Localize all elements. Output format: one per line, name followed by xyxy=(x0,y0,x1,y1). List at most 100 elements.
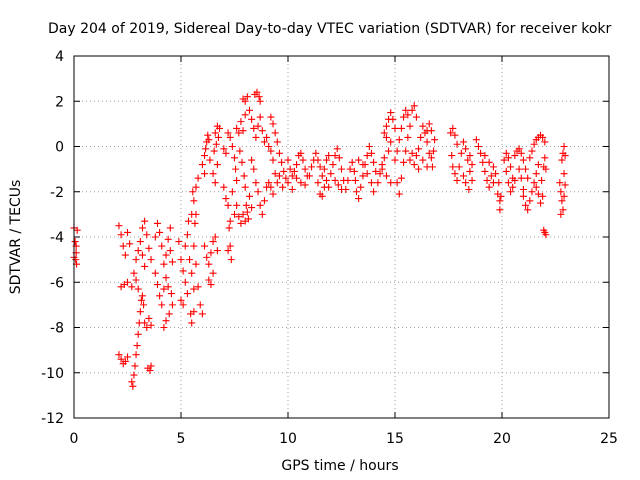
data-point xyxy=(228,188,236,196)
data-point xyxy=(316,163,324,171)
data-point xyxy=(395,136,403,144)
data-point xyxy=(260,138,268,146)
data-point xyxy=(124,278,131,286)
data-point xyxy=(275,149,283,157)
data-point xyxy=(194,174,202,182)
data-point xyxy=(158,301,166,309)
data-point xyxy=(179,267,187,275)
data-point xyxy=(397,124,405,132)
data-point xyxy=(265,143,273,150)
data-point xyxy=(153,219,161,227)
data-point xyxy=(335,154,343,162)
data-point xyxy=(382,122,390,130)
data-point xyxy=(534,190,542,198)
data-point xyxy=(280,167,288,175)
y-tick-label: -12 xyxy=(41,411,64,427)
data-point xyxy=(408,106,416,114)
data-point xyxy=(239,127,247,135)
data-point xyxy=(539,133,547,141)
data-point xyxy=(389,115,397,123)
data-point xyxy=(376,170,384,178)
data-point xyxy=(177,296,185,304)
data-point xyxy=(329,161,337,169)
data-point xyxy=(201,152,209,160)
data-point xyxy=(301,181,309,189)
data-point xyxy=(519,185,527,193)
data-point xyxy=(406,156,414,164)
data-point xyxy=(271,129,279,137)
y-tick-label: -10 xyxy=(41,366,64,382)
data-point xyxy=(179,301,187,309)
data-point xyxy=(500,156,508,164)
data-point xyxy=(141,319,149,327)
data-point xyxy=(402,147,410,155)
data-point xyxy=(502,149,510,157)
data-point xyxy=(397,174,405,182)
data-point xyxy=(367,179,375,187)
data-point xyxy=(209,238,217,246)
data-point xyxy=(267,113,275,121)
data-point xyxy=(288,185,296,193)
data-point xyxy=(237,219,245,227)
data-point xyxy=(539,192,547,200)
data-point xyxy=(235,129,243,137)
data-point xyxy=(158,242,166,250)
data-point xyxy=(256,201,264,209)
data-point xyxy=(263,133,271,141)
data-point xyxy=(198,310,206,318)
data-point xyxy=(273,179,281,187)
data-point xyxy=(129,382,137,390)
data-point xyxy=(541,154,549,162)
data-point xyxy=(431,136,439,144)
data-point xyxy=(370,188,378,196)
data-point xyxy=(404,111,412,119)
data-point xyxy=(181,242,189,250)
data-point xyxy=(284,179,292,187)
data-point xyxy=(168,301,176,309)
data-point xyxy=(561,152,569,160)
data-point xyxy=(560,143,568,150)
data-point xyxy=(175,238,183,246)
data-point xyxy=(522,201,530,209)
data-point xyxy=(136,308,144,316)
data-point xyxy=(509,183,517,191)
data-point xyxy=(462,145,470,153)
data-point xyxy=(258,127,266,135)
data-point xyxy=(301,165,309,173)
data-point xyxy=(267,147,275,155)
data-point xyxy=(410,102,418,110)
data-point xyxy=(213,247,221,255)
data-point xyxy=(256,97,264,105)
data-point xyxy=(534,161,542,169)
data-point xyxy=(147,256,155,264)
data-point xyxy=(141,262,149,270)
data-point xyxy=(485,158,493,166)
data-point xyxy=(427,154,435,162)
data-point xyxy=(297,149,305,157)
data-point xyxy=(260,197,268,205)
y-tick-label: -6 xyxy=(50,275,64,291)
data-point xyxy=(265,179,273,187)
data-point xyxy=(355,195,363,203)
data-point xyxy=(333,145,341,153)
data-point xyxy=(227,256,235,264)
data-point xyxy=(126,240,134,248)
data-point xyxy=(151,269,159,277)
data-point xyxy=(211,179,219,187)
data-point xyxy=(153,281,161,289)
data-point xyxy=(222,149,230,157)
data-point xyxy=(472,136,480,144)
data-point xyxy=(201,242,209,250)
y-tick-label: 0 xyxy=(55,140,64,156)
data-point xyxy=(359,172,367,180)
data-point xyxy=(459,138,467,146)
data-point xyxy=(132,256,140,264)
data-point xyxy=(357,183,365,191)
data-point xyxy=(451,131,459,139)
data-point xyxy=(243,208,251,216)
x-tick-labels: 0 5 10 15 20 25 xyxy=(70,431,618,447)
data-point xyxy=(365,143,373,150)
data-point xyxy=(254,122,262,130)
data-point xyxy=(143,231,151,239)
data-point xyxy=(248,156,256,164)
